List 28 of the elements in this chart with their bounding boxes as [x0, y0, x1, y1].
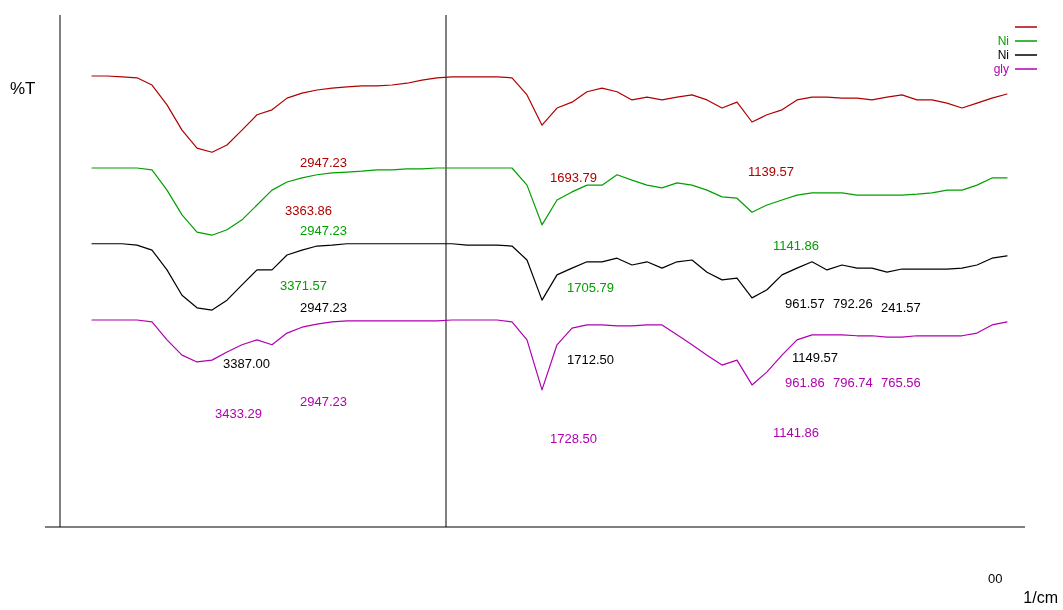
annotation: 1141.86 [773, 425, 820, 440]
annotation: 1693.79 [550, 170, 597, 185]
annotation: 1149.57 [792, 350, 839, 365]
annotation: 1728.50 [550, 431, 597, 446]
legend-label: Ni [997, 48, 1009, 62]
x-axis-title: 1/cm [1023, 589, 1058, 606]
legend-label: gly [993, 62, 1009, 76]
annotation: 792.26 [833, 296, 873, 311]
annotation: 1712.50 [567, 352, 614, 367]
annotation: 3433.29 [215, 406, 262, 421]
annotation: 961.86 [785, 375, 825, 390]
annotation: 3387.00 [223, 356, 270, 371]
annotation: 2947.23 [300, 394, 347, 409]
annotation: 961.57 [785, 296, 825, 311]
annotation: 1141.86 [773, 238, 820, 253]
annotation: 796.74 [833, 375, 873, 390]
annotation: 1705.79 [567, 280, 614, 295]
annotation: 2947.23 [300, 300, 347, 315]
y-axis-title: %T [10, 79, 36, 98]
legend-label: Ni [997, 34, 1009, 48]
annotation: 241.57 [881, 300, 921, 315]
annotation: 765.56 [881, 375, 921, 390]
annotation: 1139.57 [748, 164, 795, 179]
text: 00 [988, 571, 1003, 586]
annotation: 3371.57 [280, 278, 327, 293]
annotation: 3363.86 [285, 203, 332, 218]
annotation: 2947.23 [300, 223, 347, 238]
annotation: 2947.23 [300, 155, 347, 170]
